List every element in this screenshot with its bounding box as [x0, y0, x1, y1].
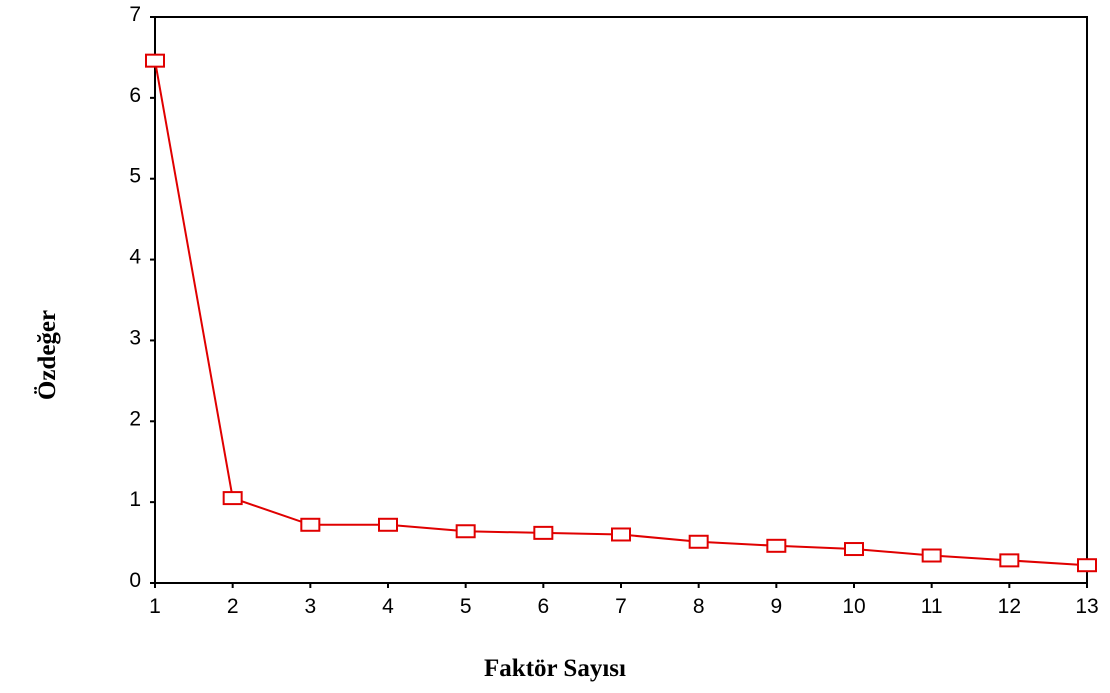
- x-tick-label: 13: [1075, 595, 1098, 618]
- data-point-marker: [533, 525, 554, 540]
- x-tick-label: 4: [382, 595, 394, 618]
- data-point-marker: [921, 548, 942, 563]
- data-point-marker: [688, 534, 709, 549]
- x-tick-label: 6: [537, 595, 549, 618]
- x-tick-label: 3: [304, 595, 316, 618]
- data-point-marker: [1077, 558, 1097, 573]
- series-group: [145, 53, 1097, 573]
- x-axis-title: Faktör Sayısı: [484, 655, 626, 682]
- x-tick-label: 8: [693, 595, 705, 618]
- y-tick-label: 6: [129, 84, 141, 107]
- x-tick-label: 7: [615, 595, 627, 618]
- y-tick-label: 5: [129, 165, 141, 188]
- y-tick-label: 2: [129, 407, 141, 430]
- data-point-marker: [222, 491, 243, 506]
- y-tick-label: 3: [129, 326, 141, 349]
- x-tick-label: 2: [227, 595, 239, 618]
- plot-area-border: [154, 16, 1088, 584]
- x-tick-label: 11: [921, 595, 943, 618]
- x-tick-label: 10: [842, 595, 865, 618]
- y-tick-label: 7: [129, 3, 141, 26]
- data-point-marker: [145, 53, 165, 68]
- data-point-marker: [455, 524, 476, 539]
- data-point-marker: [611, 527, 631, 542]
- x-tick-label: 5: [460, 595, 472, 618]
- data-point-marker: [999, 553, 1020, 568]
- plot-frame-group: [154, 16, 1088, 584]
- data-point-marker: [844, 542, 864, 557]
- y-tick-label: 1: [129, 488, 141, 511]
- y-tick-label: 4: [129, 246, 141, 269]
- y-axis-title: Özdeğer: [34, 310, 61, 400]
- data-point-marker: [766, 538, 787, 553]
- y-tick-label: 0: [129, 569, 141, 592]
- x-tick-label: 1: [149, 595, 161, 618]
- x-tick-label: 9: [770, 595, 782, 618]
- x-tick-label: 12: [998, 595, 1021, 618]
- data-point-marker: [378, 517, 398, 532]
- series-line: [154, 60, 1088, 567]
- data-point-marker: [300, 517, 321, 532]
